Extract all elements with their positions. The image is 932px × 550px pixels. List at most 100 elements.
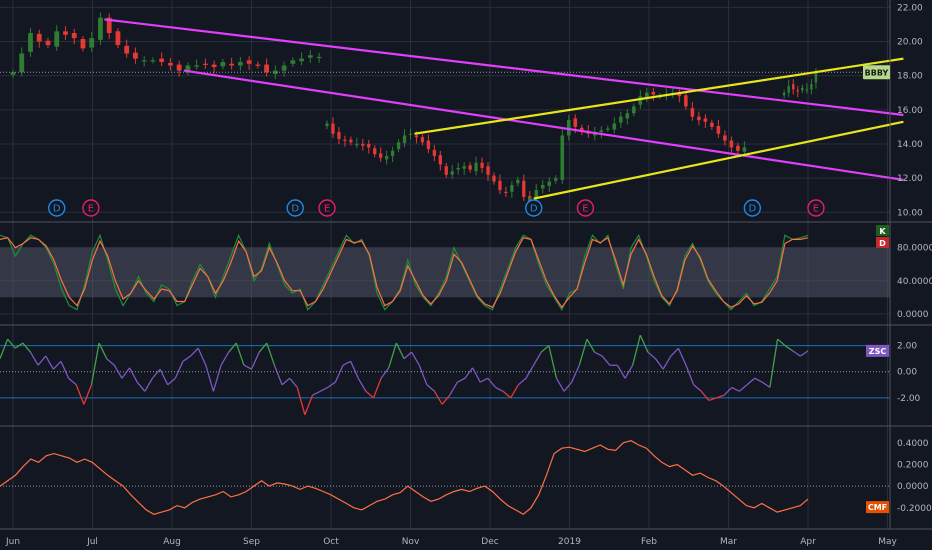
earnings-event-marker[interactable] bbox=[576, 199, 595, 217]
dividend-event-marker[interactable] bbox=[48, 199, 66, 217]
candle-body[interactable] bbox=[185, 65, 191, 73]
dividend-event-marker[interactable] bbox=[743, 199, 762, 217]
candle-body[interactable] bbox=[638, 96, 643, 105]
candle-body[interactable] bbox=[782, 92, 786, 96]
candle-body[interactable] bbox=[486, 166, 490, 175]
candle-body[interactable] bbox=[307, 55, 313, 58]
candle-body[interactable] bbox=[510, 184, 514, 192]
candle-body[interactable] bbox=[684, 95, 688, 107]
candle-body[interactable] bbox=[438, 155, 442, 165]
candle-body[interactable] bbox=[492, 175, 496, 182]
candle-body[interactable] bbox=[690, 108, 695, 117]
candle-body[interactable] bbox=[349, 139, 353, 143]
candle-body[interactable] bbox=[408, 133, 413, 135]
candle-body[interactable] bbox=[281, 65, 287, 71]
candle-body[interactable] bbox=[450, 171, 454, 175]
candle-body[interactable] bbox=[337, 132, 341, 139]
candle-body[interactable] bbox=[420, 137, 425, 143]
candle-body[interactable] bbox=[355, 144, 359, 146]
candle-body[interactable] bbox=[10, 72, 16, 75]
candle-body[interactable] bbox=[553, 178, 558, 181]
candle-body[interactable] bbox=[141, 60, 147, 62]
candle-body[interactable] bbox=[522, 180, 526, 197]
y-axes[interactable]: 22.00 20.00 18.00 16.00 14.00 12.00 10.00 BBBY 8… bbox=[863, 3, 932, 514]
candle-body[interactable] bbox=[504, 191, 508, 194]
candle-body[interactable] bbox=[98, 17, 103, 40]
earnings-event-marker[interactable] bbox=[318, 199, 336, 217]
candle-body[interactable] bbox=[480, 162, 484, 168]
candle-body[interactable] bbox=[703, 118, 708, 122]
candle-body[interactable] bbox=[63, 31, 68, 35]
candle-body[interactable] bbox=[115, 31, 121, 45]
candle-body[interactable] bbox=[237, 62, 243, 66]
candle-body[interactable] bbox=[373, 148, 377, 155]
candle-body[interactable] bbox=[742, 147, 747, 152]
candle-body[interactable] bbox=[379, 153, 383, 158]
candle-body[interactable] bbox=[810, 84, 813, 90]
candle-body[interactable] bbox=[547, 181, 552, 186]
candle-body[interactable] bbox=[791, 84, 795, 90]
candle-body[interactable] bbox=[402, 135, 407, 144]
candle-body[interactable] bbox=[474, 162, 478, 172]
candle-body[interactable] bbox=[796, 90, 800, 92]
candle-body[interactable] bbox=[343, 139, 347, 141]
candle-body[interactable] bbox=[516, 179, 520, 184]
candle-body[interactable] bbox=[316, 56, 322, 59]
candle-body[interactable] bbox=[468, 165, 472, 170]
candle-body[interactable] bbox=[814, 72, 818, 83]
candle-body[interactable] bbox=[168, 62, 173, 66]
candle-body[interactable] bbox=[432, 149, 436, 156]
candle-body[interactable] bbox=[444, 166, 448, 175]
dividend-event-marker[interactable] bbox=[525, 199, 543, 217]
candle-body[interactable] bbox=[599, 130, 604, 133]
candle-body[interactable] bbox=[729, 140, 734, 148]
candle-body[interactable] bbox=[54, 31, 60, 47]
candle-body[interactable] bbox=[716, 126, 721, 134]
time-axis[interactable]: Jun Jul Aug Sep Oct Nov Dec 2019 Feb Mar Apr May bbox=[5, 537, 898, 547]
zsc-pane[interactable] bbox=[0, 334, 890, 416]
yellow-trendline[interactable] bbox=[533, 120, 904, 200]
earnings-event-marker[interactable] bbox=[82, 199, 100, 217]
candle-body[interactable] bbox=[176, 64, 182, 71]
candle-body[interactable] bbox=[290, 60, 296, 64]
candle-body[interactable] bbox=[272, 70, 278, 74]
pane-separators[interactable] bbox=[0, 0, 932, 530]
candle-body[interactable] bbox=[651, 91, 656, 95]
candle-body[interactable] bbox=[385, 155, 389, 160]
candle-body[interactable] bbox=[159, 58, 165, 63]
candle-body[interactable] bbox=[361, 144, 365, 146]
magenta-trendline[interactable] bbox=[183, 69, 904, 181]
candle-body[interactable] bbox=[325, 123, 329, 127]
candle-body[interactable] bbox=[28, 33, 33, 52]
earnings-event-marker[interactable] bbox=[807, 199, 825, 217]
candle-body[interactable] bbox=[787, 85, 790, 93]
candle-body[interactable] bbox=[246, 60, 252, 64]
candle-body[interactable] bbox=[396, 142, 401, 150]
candle-body[interactable] bbox=[723, 135, 727, 141]
candle-body[interactable] bbox=[19, 53, 25, 73]
stochastic-d-line[interactable] bbox=[0, 236, 809, 309]
candle-body[interactable] bbox=[426, 140, 431, 150]
candle-body[interactable] bbox=[133, 52, 138, 59]
candle-body[interactable] bbox=[697, 116, 701, 121]
candle-body[interactable] bbox=[540, 184, 545, 189]
candle-body[interactable] bbox=[255, 64, 261, 66]
candle-body[interactable] bbox=[299, 58, 304, 62]
candle-body[interactable] bbox=[106, 17, 112, 34]
candle-body[interactable] bbox=[211, 64, 217, 68]
candle-body[interactable] bbox=[566, 120, 571, 136]
candle-body[interactable] bbox=[89, 38, 95, 48]
candle-body[interactable] bbox=[498, 180, 502, 191]
candle-body[interactable] bbox=[202, 63, 208, 65]
candle-body[interactable] bbox=[194, 65, 200, 67]
candle-body[interactable] bbox=[534, 190, 539, 199]
candle-body[interactable] bbox=[124, 45, 130, 54]
dividend-event-marker[interactable] bbox=[286, 199, 304, 217]
cmf-line[interactable] bbox=[0, 440, 809, 516]
candle-body[interactable] bbox=[736, 145, 740, 151]
magenta-trendline[interactable] bbox=[104, 18, 904, 117]
candle-body[interactable] bbox=[606, 128, 610, 130]
candle-body[interactable] bbox=[264, 64, 270, 73]
